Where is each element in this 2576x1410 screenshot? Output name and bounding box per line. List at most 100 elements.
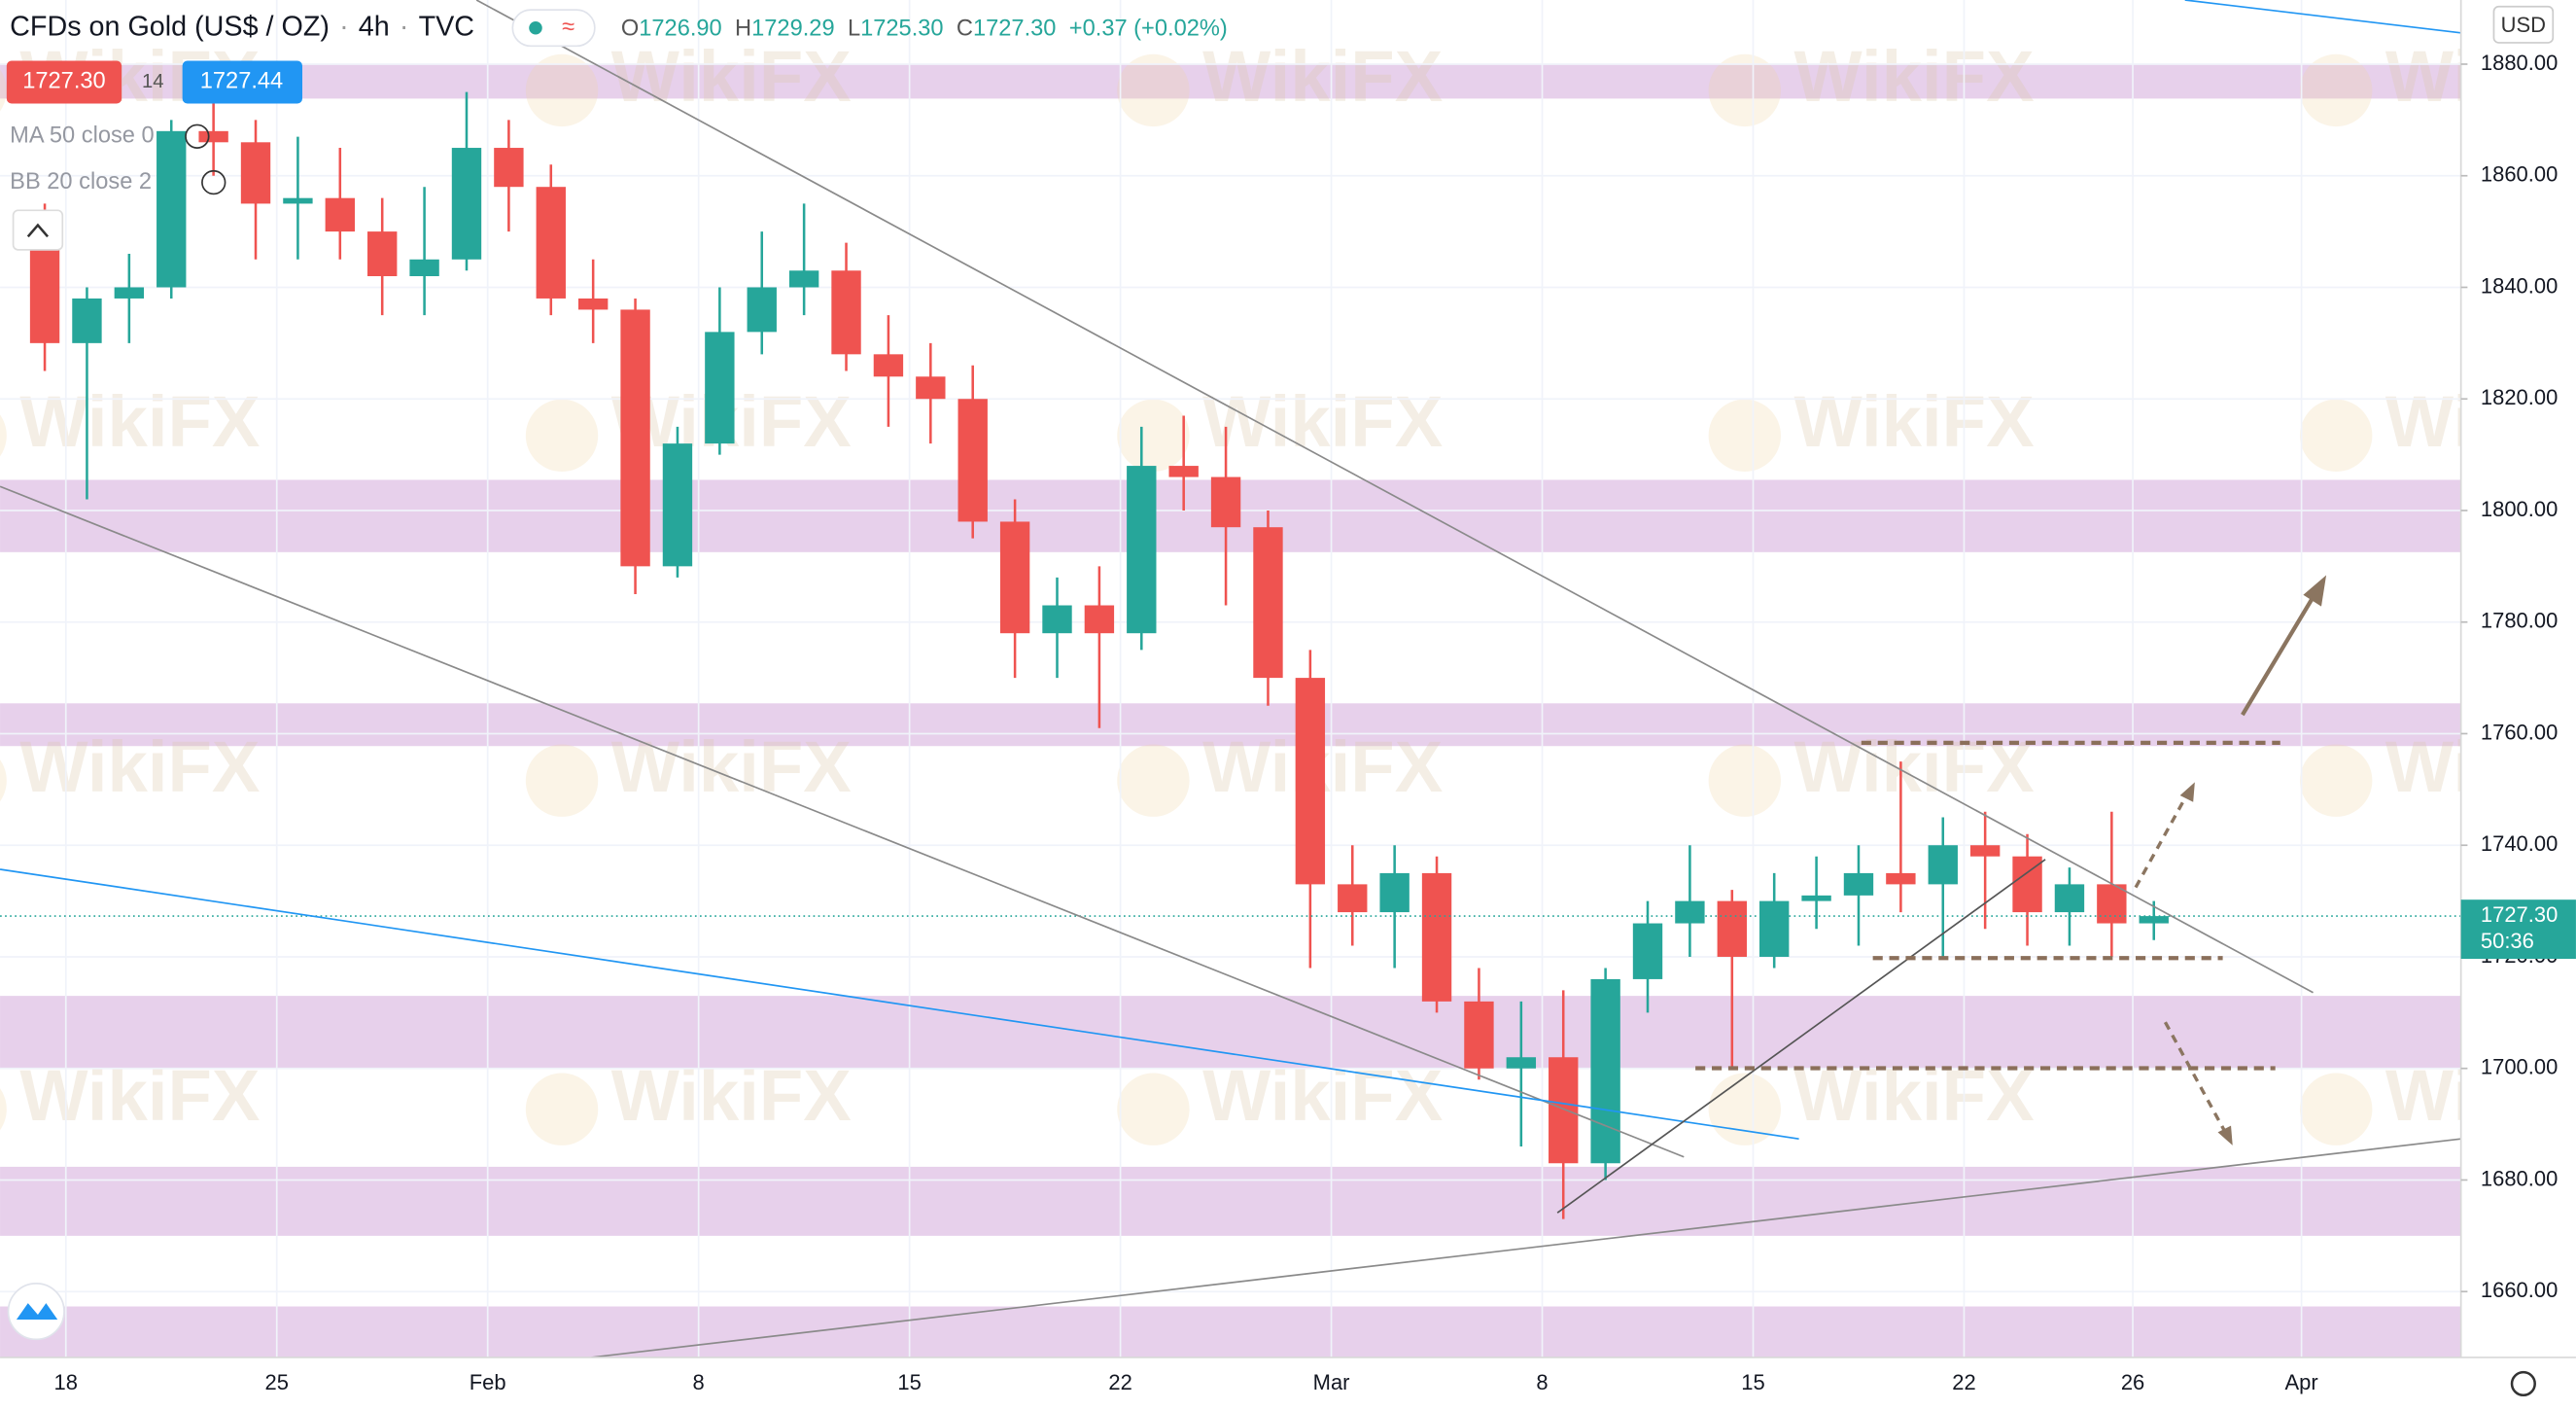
candle-body [1969, 845, 2001, 857]
arrow-head [2303, 575, 2327, 607]
logo-button[interactable] [7, 1283, 65, 1341]
candle-body [999, 521, 1030, 634]
candle-body [114, 287, 145, 299]
high: 1729.29 [751, 17, 834, 42]
watermark-logo [2300, 744, 2373, 817]
candle-body [1295, 678, 1326, 885]
watermark: WikiFX [1794, 726, 2035, 807]
candle-body [1379, 872, 1410, 913]
low: 1725.30 [860, 17, 943, 42]
settings-icon[interactable] [2510, 1370, 2536, 1397]
candle-body [1421, 872, 1452, 1002]
candle-body [788, 270, 819, 288]
candle-body [831, 270, 861, 355]
candle-body [1549, 1057, 1579, 1164]
currency: USD [2501, 13, 2546, 37]
y-tick-label: 1800.00 [2481, 497, 2558, 521]
sell-button[interactable] [6, 60, 122, 104]
candle-body [1042, 605, 1072, 634]
x-tick-label: Apr [2285, 1370, 2318, 1394]
y-tick-label: 1660.00 [2481, 1278, 2558, 1302]
candle-body [409, 259, 439, 277]
arrow-head [2179, 782, 2195, 802]
quote: O1726.90 H1729.29 L1725.30 C1727.30 +0.3… [621, 17, 1228, 42]
watermark: WikiFX [1794, 381, 2035, 462]
currency-box[interactable] [2492, 5, 2555, 44]
watermark: WikiFX [1794, 36, 2035, 117]
zones [0, 63, 2461, 1357]
collapse-icon [26, 223, 50, 238]
price-axis [2460, 0, 2576, 1410]
y-tick-label: 1760.00 [2481, 720, 2558, 744]
indicator[interactable]: MA 50 close 0 [10, 123, 155, 149]
candle-body [1506, 1057, 1537, 1069]
trend-line [475, 0, 2314, 994]
trend-line [591, 1138, 2461, 1358]
candle-body [1801, 895, 1831, 901]
zone [0, 996, 2461, 1069]
candle-body [1338, 884, 1368, 913]
x-tick-label: 22 [1108, 1370, 1131, 1394]
watermark-logo [1117, 53, 1190, 127]
candle-body [240, 142, 271, 204]
buy-button[interactable] [182, 60, 303, 104]
candle-body [1464, 1001, 1494, 1069]
watermark-logo [1117, 399, 1190, 473]
candle-body [451, 148, 482, 260]
candle-body [747, 287, 777, 333]
candle-body [1590, 978, 1620, 1164]
watermark-logo [525, 744, 599, 817]
zone [0, 703, 2461, 747]
y-tick-label: 1880.00 [2481, 51, 2558, 75]
watermark: WikiFX [611, 1055, 852, 1136]
candle-body [1168, 466, 1199, 477]
low-label: L [848, 17, 860, 42]
candle-body [1759, 900, 1790, 957]
hide-icon[interactable] [201, 169, 226, 195]
grid [0, 0, 2461, 1357]
x-tick-label: 15 [1741, 1370, 1764, 1394]
symbol-name: CFDs on Gold (US$ / OZ) [10, 11, 330, 42]
candle-body [916, 376, 946, 400]
countdown: 50:36 [2481, 929, 2534, 953]
sell-price: 1727.30 [22, 69, 105, 94]
arrow [2241, 590, 2318, 717]
drawings [0, 0, 2461, 1358]
candle-body [325, 197, 355, 232]
collapse-button[interactable] [12, 209, 64, 251]
candle-body [1210, 476, 1241, 528]
x-tick-label: 8 [693, 1370, 705, 1394]
status-pill[interactable] [511, 9, 596, 48]
logo [16, 1303, 58, 1321]
status-dot [529, 20, 542, 35]
change: +0.37 (+0.02%) [1069, 17, 1228, 42]
candle-body [2097, 884, 2127, 924]
candle-body [2139, 916, 2169, 924]
separator: · [400, 11, 409, 42]
candle-body [283, 197, 313, 204]
interval: 4h [359, 11, 390, 42]
last-price-tag [2460, 899, 2576, 960]
watermark-logo [1708, 53, 1781, 127]
indicator[interactable]: BB 20 close 2 [10, 169, 152, 194]
time-axis [0, 1357, 2461, 1410]
source: TVC [419, 11, 474, 42]
hide-icon[interactable] [185, 123, 210, 149]
candle-body [577, 298, 609, 310]
watermark: WikiFX [611, 726, 852, 807]
watermark-logo [1708, 399, 1781, 473]
header: CFDs on Gold (US$ / OZ) · 4h · TVC ≈ O1726.9… [6, 9, 1228, 1341]
y-tick-label: 1680.00 [2481, 1166, 2558, 1190]
close-label: C [957, 17, 973, 42]
candle-body [494, 148, 524, 188]
x-tick-label: 18 [54, 1370, 78, 1394]
candle-body [2054, 884, 2085, 913]
y-tick-label: 1740.00 [2481, 831, 2558, 856]
watermark: WikiFX [1202, 36, 1443, 117]
arrow [2134, 794, 2188, 889]
status-icon: ≈ [562, 15, 574, 40]
candle-body [157, 130, 187, 288]
candle-body [662, 443, 693, 567]
